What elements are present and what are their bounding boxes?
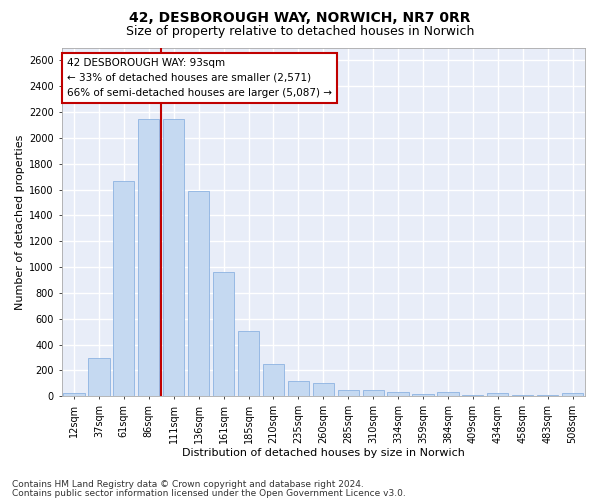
Text: 42 DESBOROUGH WAY: 93sqm
← 33% of detached houses are smaller (2,571)
66% of sem: 42 DESBOROUGH WAY: 93sqm ← 33% of detach… — [67, 58, 332, 98]
Bar — [113, 180, 134, 396]
Bar — [388, 392, 409, 396]
Bar — [163, 118, 184, 396]
Text: Contains HM Land Registry data © Crown copyright and database right 2024.: Contains HM Land Registry data © Crown c… — [12, 480, 364, 489]
Bar — [263, 364, 284, 396]
Bar — [437, 392, 458, 396]
Bar — [288, 381, 309, 396]
Bar — [512, 395, 533, 396]
Text: 42, DESBOROUGH WAY, NORWICH, NR7 0RR: 42, DESBOROUGH WAY, NORWICH, NR7 0RR — [129, 12, 471, 26]
Bar — [338, 390, 359, 396]
Bar — [138, 118, 160, 396]
Bar — [188, 191, 209, 396]
Bar — [412, 394, 434, 396]
Bar — [238, 331, 259, 396]
Bar — [64, 393, 85, 396]
Y-axis label: Number of detached properties: Number of detached properties — [15, 134, 25, 310]
X-axis label: Distribution of detached houses by size in Norwich: Distribution of detached houses by size … — [182, 448, 465, 458]
Bar — [213, 272, 234, 396]
Bar — [537, 395, 558, 396]
Text: Size of property relative to detached houses in Norwich: Size of property relative to detached ho… — [126, 24, 474, 38]
Bar — [462, 395, 484, 396]
Bar — [313, 384, 334, 396]
Text: Contains public sector information licensed under the Open Government Licence v3: Contains public sector information licen… — [12, 489, 406, 498]
Bar — [362, 390, 384, 396]
Bar — [487, 393, 508, 396]
Bar — [562, 393, 583, 396]
Bar — [88, 358, 110, 397]
